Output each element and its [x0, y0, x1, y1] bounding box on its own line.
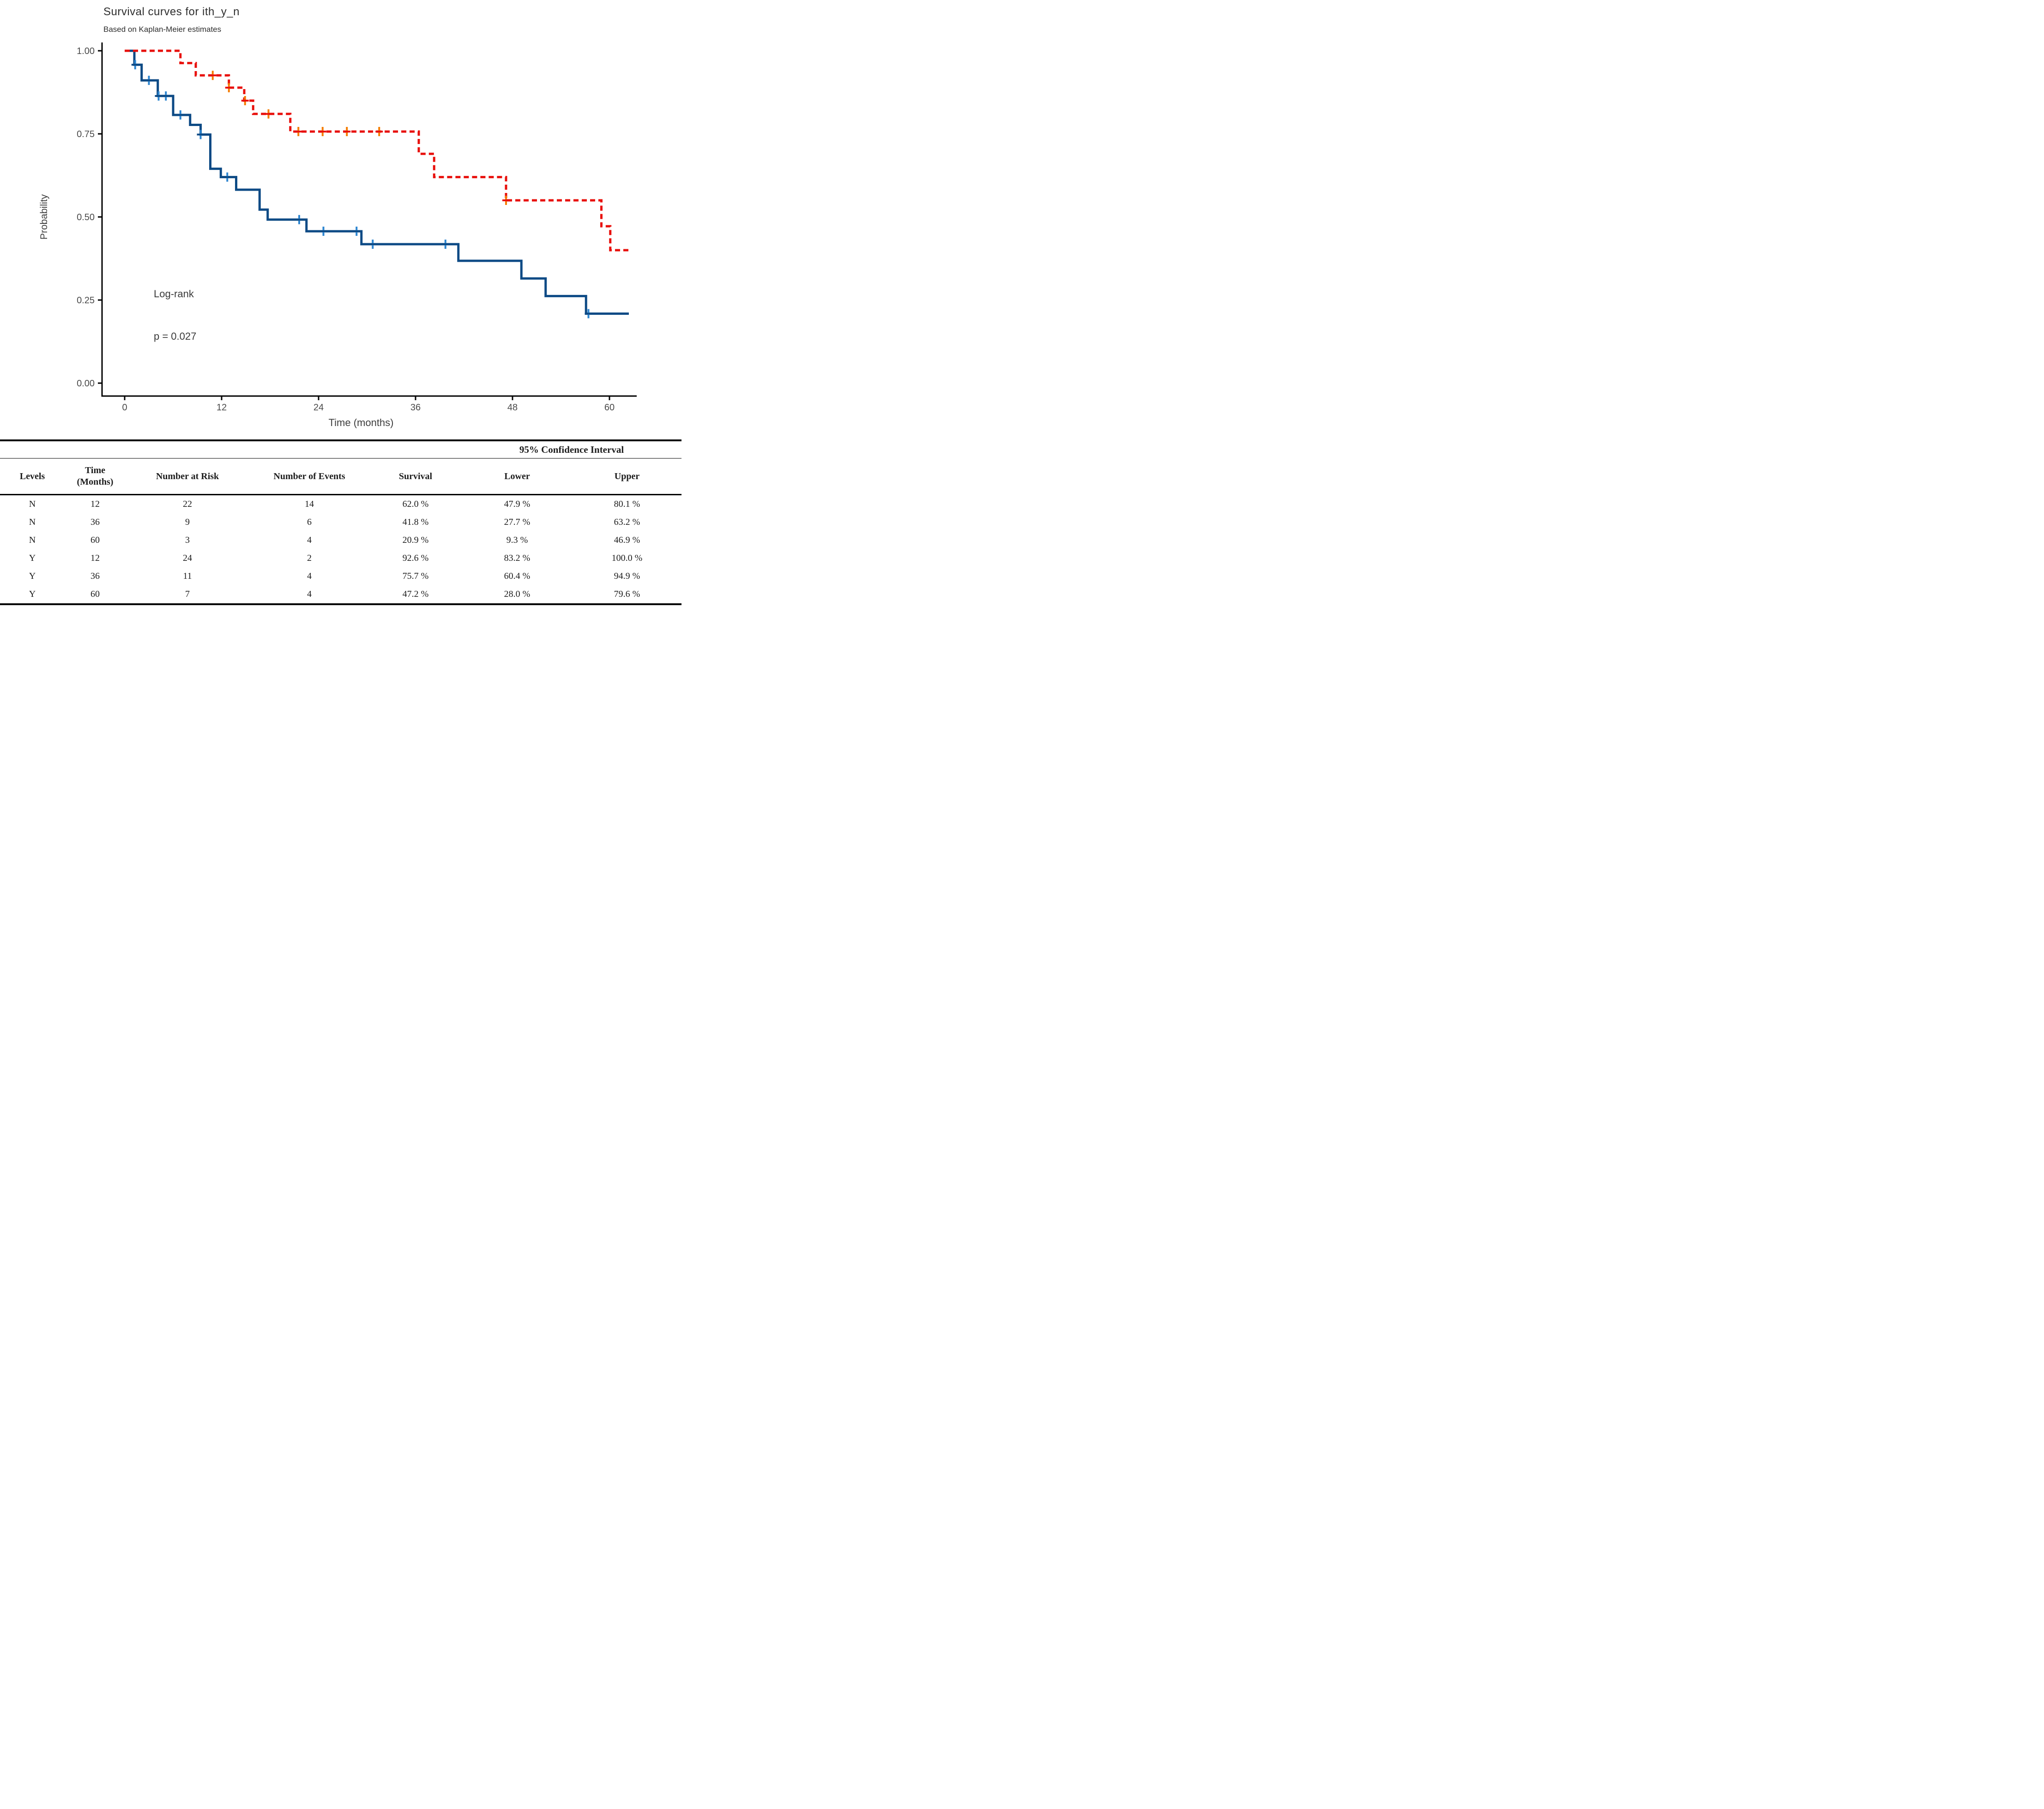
- table-row: Y 36 11 4 75.7 % 60.4 % 94.9 %: [0, 567, 681, 585]
- col-header-upper: Upper: [573, 458, 682, 495]
- col-header-time: Time (Months): [65, 458, 126, 495]
- ci-spanner-label: 95% Confidence Interval: [462, 440, 682, 459]
- table-cell: 41.8 %: [402, 517, 429, 527]
- y-axis-label: Probability: [39, 194, 49, 240]
- plot-subtitle: Based on Kaplan-Meier estimates: [103, 25, 222, 34]
- table-cell: 12: [90, 553, 100, 563]
- logrank-annotation: Log-rank: [154, 288, 194, 300]
- svg-text:0.25: 0.25: [77, 295, 95, 306]
- svg-text:24: 24: [314, 403, 324, 413]
- table-cell: 4: [307, 535, 312, 545]
- table-cell: N: [29, 535, 36, 545]
- table-row: Y 12 24 2 92.6 % 83.2 % 100.0 %: [0, 549, 681, 567]
- table-cell: 75.7 %: [402, 571, 429, 581]
- table-cell: 9: [185, 517, 190, 527]
- column-header-row: Levels Time (Months) Number at Risk Numb…: [0, 458, 682, 495]
- ci-spanner-row: 95% Confidence Interval: [0, 440, 682, 459]
- table-row: N 36 9 6 41.8 % 27.7 % 63.2 %: [0, 513, 681, 531]
- table-cell: N: [29, 517, 36, 527]
- table-cell: 60: [90, 589, 100, 599]
- svg-text:0: 0: [122, 403, 127, 413]
- table-cell: 60: [90, 535, 100, 545]
- svg-text:0.50: 0.50: [77, 212, 95, 222]
- table-cell: 12: [90, 499, 100, 509]
- table-cell: 79.6 %: [614, 589, 640, 599]
- table-cell: 7: [185, 589, 190, 599]
- table-cell: 2: [307, 553, 312, 563]
- table-cell: 83.2 %: [504, 553, 531, 563]
- table-cell: 27.7 %: [504, 517, 531, 527]
- svg-text:12: 12: [217, 403, 227, 413]
- table-cell: 36: [90, 571, 100, 581]
- col-header-events: Number of Events: [249, 458, 369, 495]
- table-cell: Y: [29, 589, 36, 599]
- spanner-spacer: [0, 440, 462, 459]
- table-cell: 47.9 %: [504, 499, 531, 509]
- table-cell: N: [29, 499, 36, 509]
- table-cell: 4: [307, 571, 312, 581]
- col-header-survival: Survival: [369, 458, 462, 495]
- km-summary-section: 95% Confidence Interval Levels Time (Mon…: [0, 439, 682, 605]
- table-cell: 36: [90, 517, 100, 527]
- table-cell: 94.9 %: [614, 571, 640, 581]
- table-row: N 60 3 4 20.9 % 9.3 % 46.9 %: [0, 531, 681, 549]
- svg-text:0.75: 0.75: [77, 129, 95, 139]
- col-header-at-risk: Number at Risk: [126, 458, 249, 495]
- svg-text:1.00: 1.00: [77, 46, 95, 56]
- table-cell: 62.0 %: [402, 499, 429, 509]
- table-cell: 20.9 %: [402, 535, 429, 545]
- col-header-lower: Lower: [462, 458, 573, 495]
- table-cell: 63.2 %: [614, 517, 640, 527]
- x-axis-label: Time (months): [328, 417, 394, 428]
- table-cell: 46.9 %: [614, 535, 640, 545]
- table-cell: 14: [305, 499, 314, 509]
- table-cell: 28.0 %: [504, 589, 531, 599]
- table-cell: 6: [307, 517, 312, 527]
- table-cell: Y: [29, 571, 36, 581]
- table-row: N 12 22 14 62.0 % 47.9 % 80.1 %: [0, 495, 681, 514]
- plot-title: Survival curves for ith_y_n: [103, 6, 240, 18]
- table-cell: 11: [183, 571, 192, 581]
- table-cell: 3: [185, 535, 190, 545]
- svg-text:60: 60: [604, 403, 615, 413]
- table-cell: 22: [183, 499, 192, 509]
- table-cell: 80.1 %: [614, 499, 640, 509]
- table-body: N 12 22 14 62.0 % 47.9 % 80.1 % N 36 9 6 41.8 % 27.7…: [0, 495, 681, 605]
- table-cell: 4: [307, 589, 312, 599]
- table-cell: 92.6 %: [402, 553, 429, 563]
- table-cell: 24: [183, 553, 192, 563]
- svg-text:48: 48: [507, 403, 518, 413]
- table-cell: 47.2 %: [402, 589, 429, 599]
- table-row: Y 60 7 4 47.2 % 28.0 % 79.6 %: [0, 585, 681, 604]
- km-plot-canvas: 0 12 24 36 48 60 0.00 0.25 0.50 0.75 1.00: [77, 42, 637, 413]
- table-cell: Y: [29, 553, 36, 563]
- table-cell: 9.3 %: [506, 535, 528, 545]
- km-summary-table: 95% Confidence Interval Levels Time (Mon…: [0, 439, 682, 605]
- pvalue-annotation: p = 0.027: [154, 331, 197, 342]
- table-cell: 100.0 %: [611, 553, 643, 563]
- svg-text:0.00: 0.00: [77, 379, 95, 389]
- table-head: 95% Confidence Interval Levels Time (Mon…: [0, 440, 682, 495]
- km-figure: 0 12 24 36 48 60 0.00 0.25 0.50 0.75 1.00 Survival…: [0, 0, 681, 439]
- col-header-levels: Levels: [0, 458, 65, 495]
- svg-text:36: 36: [410, 403, 421, 413]
- table-cell: 60.4 %: [504, 571, 531, 581]
